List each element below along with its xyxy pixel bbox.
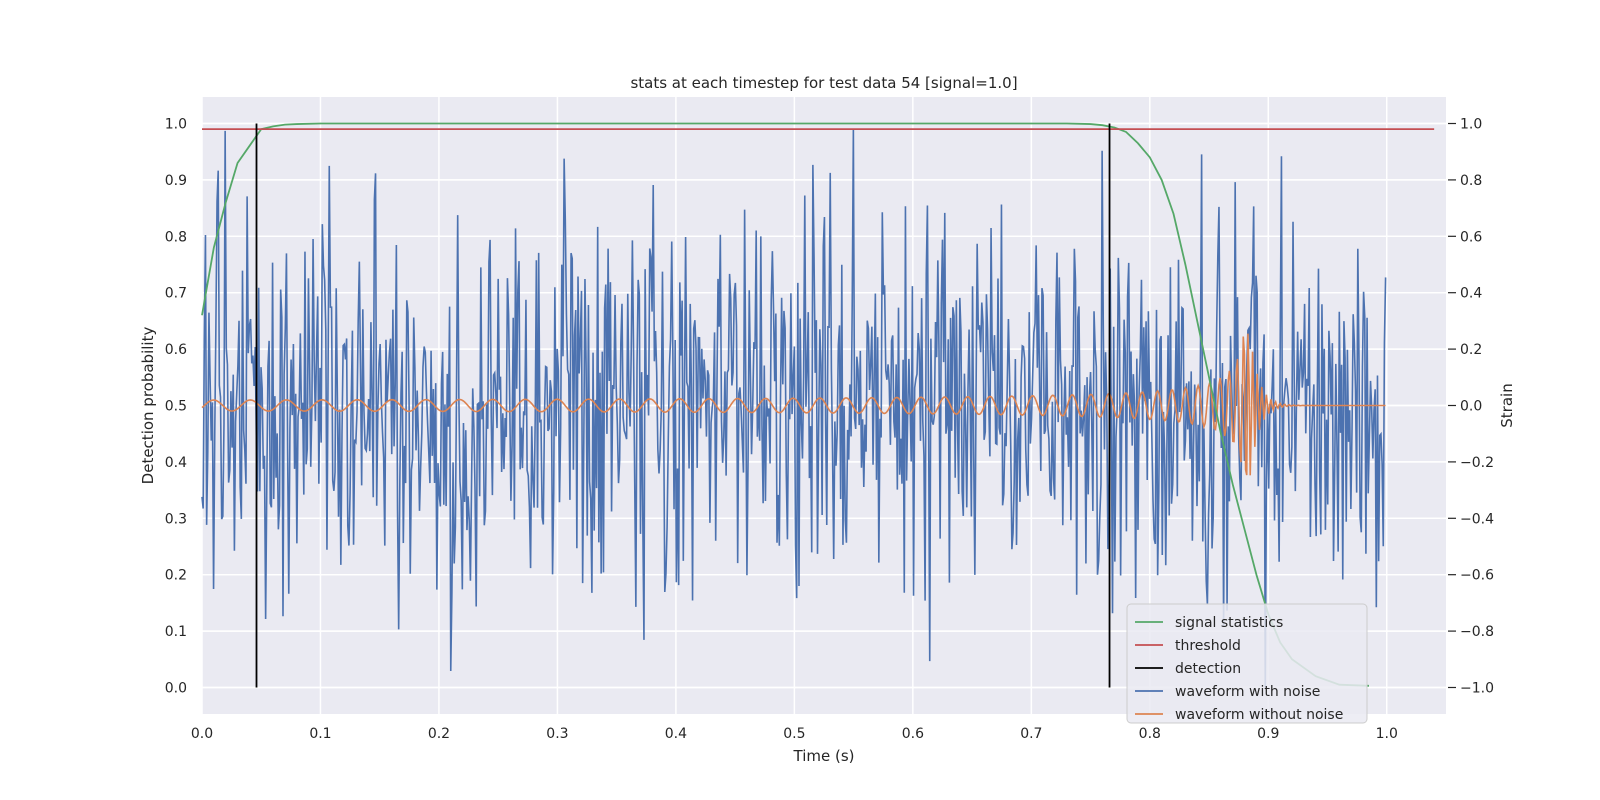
x-tick-label: 0.2: [428, 726, 450, 742]
x-tick-label: 0.1: [309, 726, 331, 742]
legend-label: waveform with noise: [1175, 684, 1320, 700]
x-tick-label: 0.8: [1139, 726, 1161, 742]
right-y-axis-label: Strain: [1498, 383, 1516, 427]
chart-title: stats at each timestep for test data 54 …: [630, 74, 1017, 92]
series-waveform-without-noise: [201, 333, 1386, 476]
legend-label: threshold: [1175, 638, 1241, 654]
y-right-tick-label: −0.6: [1460, 568, 1494, 584]
x-axis-label: Time (s): [793, 747, 855, 765]
legend-label: signal statistics: [1175, 615, 1283, 631]
y-left-tick-label: 0.8: [165, 229, 187, 245]
y-right-tick-label: 0.0: [1460, 399, 1482, 415]
y-right-tick-label: 0.4: [1460, 286, 1482, 302]
y-left-tick-label: 0.9: [165, 173, 187, 189]
legend-box: [1126, 603, 1368, 724]
y-right-tick-label: 0.6: [1460, 229, 1482, 245]
x-tick-label: 0.9: [1257, 726, 1279, 742]
y-left-tick-label: 0.0: [165, 680, 187, 696]
legend: signal statistics threshold detection wavef…: [1126, 603, 1368, 724]
y-right-tick-label: −1.0: [1460, 680, 1494, 696]
y-left-tick-label: 0.6: [165, 342, 187, 358]
y-left-tick-label: 0.3: [165, 511, 187, 527]
x-tick-label: 0.5: [783, 726, 805, 742]
y-right-tick-label: −0.2: [1460, 455, 1494, 471]
y-left-tick-label: 1.0: [165, 117, 187, 133]
x-tick-label: 1.0: [1376, 726, 1398, 742]
y-left-tick-label: 0.2: [165, 568, 187, 584]
y-right-tick-label: −0.8: [1460, 624, 1494, 640]
x-tick-label: 0.3: [546, 726, 568, 742]
x-tick-label: 0.6: [902, 726, 924, 742]
y-right-tick-label: 0.2: [1460, 342, 1482, 358]
axis-layer: 0.0 0.1 0.2 0.3 0.4 0.5 0.6 0.7 0.8 0.9 1.0 0.0 0.1 0…: [165, 117, 1494, 742]
y-right-tick-label: 1.0: [1460, 117, 1482, 133]
series-layer: [201, 122, 1435, 688]
y-right-tick-label: −0.4: [1460, 511, 1494, 527]
y-left-tick-label: 0.4: [165, 455, 187, 471]
x-tick-label: 0.7: [1020, 726, 1042, 742]
y-left-tick-label: 0.5: [165, 399, 187, 415]
y-left-tick-label: 0.1: [165, 624, 187, 640]
series-signal-statistics: [201, 122, 1370, 687]
legend-label: waveform without noise: [1175, 707, 1343, 723]
y-left-tick-label: 0.7: [165, 286, 187, 302]
legend-label: detection: [1175, 661, 1241, 677]
y-right-tick-label: 0.8: [1460, 173, 1482, 189]
x-tick-label: 0.4: [665, 726, 687, 742]
x-tick-label: 0.0: [191, 726, 213, 742]
left-y-axis-label: Detection probability: [139, 327, 157, 485]
